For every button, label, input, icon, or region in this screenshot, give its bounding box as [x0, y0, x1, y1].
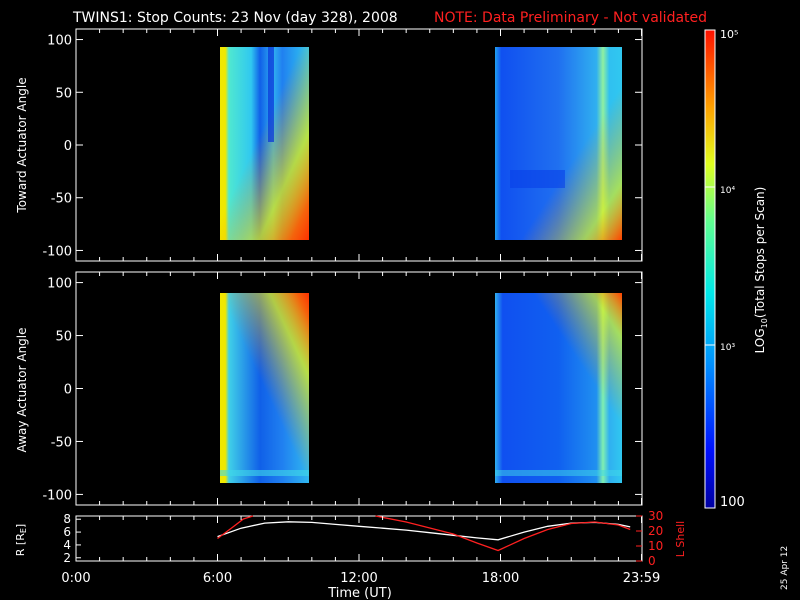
- lshell-tick-label: 30: [648, 509, 663, 523]
- ytick-label: -50: [51, 192, 72, 207]
- lshell-tick-label: 20: [648, 524, 663, 538]
- lshell-tick-label: 10: [648, 539, 663, 553]
- radius-tick-label: 4: [63, 538, 71, 552]
- ytick-label: 100: [47, 34, 72, 49]
- toward-block-1-overlay: [220, 47, 309, 240]
- colorbar-label-suffix: (Total Stops per Scan): [753, 187, 767, 318]
- ytick-label: -50: [51, 435, 72, 450]
- toward-block-2: [495, 47, 622, 240]
- colorbar-label: LOG10(Total Stops per Scan): [753, 187, 769, 354]
- lshell-line-1: [217, 515, 254, 540]
- colorbar-tick-1e3-label: 10³: [720, 343, 735, 353]
- away-block-1: [220, 293, 309, 483]
- preliminary-note: NOTE: Data Preliminary - Not validated: [434, 10, 707, 26]
- away-y-axis: 100 50 0 -50 -100: [42, 277, 642, 503]
- xtick-label: 18:00: [482, 571, 519, 586]
- chart-title: TWINS1: Stop Counts: 23 Nov (day 328), 2…: [72, 10, 398, 26]
- ytick-label: 50: [55, 330, 72, 345]
- toward-block-2-overlay: [495, 47, 622, 240]
- away-panel: 100 50 0 -50 -100 Away Actuator Angle: [15, 271, 643, 506]
- colorbar-tick-1e4-label: 10⁴: [720, 186, 735, 196]
- radius-ylabel-main: R [R: [14, 533, 27, 556]
- toward-panel: 100 50 0 -50 -100 Toward Actuator Angle: [15, 28, 643, 262]
- toward-ylabel: Toward Actuator Angle: [15, 77, 29, 213]
- ytick-label: 100: [47, 277, 72, 292]
- away-block-2: [495, 293, 622, 483]
- ytick-label: -100: [42, 488, 72, 503]
- ytick-label: 0: [64, 139, 72, 154]
- orbit-lines: [217, 515, 631, 552]
- away-block-2-band: [495, 470, 622, 476]
- toward-block-1: [220, 47, 309, 240]
- radius-ylabel: R [RE]: [14, 524, 28, 556]
- away-block-1-band: [220, 470, 309, 476]
- radius-ylabel-sub: E: [19, 528, 28, 533]
- lshell-tick-label: 0: [648, 554, 656, 568]
- radius-tick-label: 6: [63, 525, 71, 539]
- colorbar-gradient: [704, 29, 716, 509]
- toward-block-1-streak: [268, 47, 274, 142]
- colorbar-label-prefix: LOG: [753, 328, 767, 353]
- lshell-line-2: [375, 515, 631, 552]
- colorbar-tick-100-label: 100: [720, 495, 745, 510]
- xtick-label: 23:59: [623, 571, 660, 586]
- xtick-label: 12:00: [340, 571, 377, 586]
- radius-ylabel-close: ]: [14, 524, 27, 528]
- date-stamp: 25 Apr 12: [780, 546, 790, 590]
- xtick-label: 6:00: [203, 571, 232, 586]
- radius-tick-label: 8: [63, 512, 71, 526]
- toward-block-2-dip: [510, 170, 565, 188]
- ytick-label: 50: [55, 86, 72, 101]
- away-block-1-overlay: [220, 293, 309, 483]
- toward-y-axis: 100 50 0 -50 -100: [42, 34, 642, 259]
- colorbar-tick-1e5-label: 10⁵: [720, 28, 738, 41]
- xtick-label: 0:00: [61, 571, 90, 586]
- colorbar-label-sub: 10: [760, 318, 769, 328]
- colorbar: 10⁵ 10⁴ 10³ 100 LOG10(Total Stops per Sc…: [704, 28, 769, 510]
- radius-tick-label: 2: [63, 551, 71, 565]
- lshell-ylabel: L Shell: [674, 521, 687, 557]
- away-block-2-overlay: [495, 293, 622, 483]
- time-xlabel: Time (UT): [327, 586, 392, 600]
- ytick-label: -100: [42, 244, 72, 259]
- ytick-label: 0: [64, 383, 72, 398]
- away-ylabel: Away Actuator Angle: [15, 327, 29, 452]
